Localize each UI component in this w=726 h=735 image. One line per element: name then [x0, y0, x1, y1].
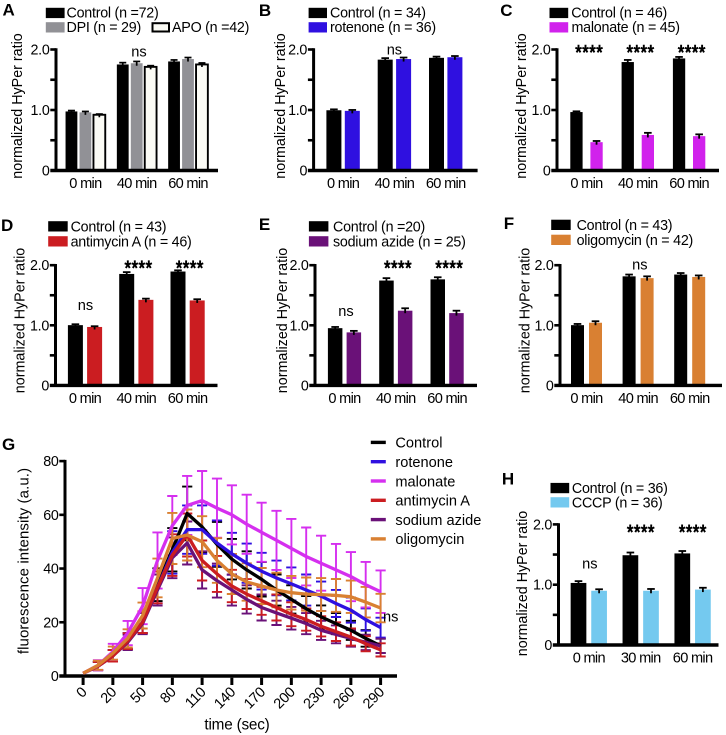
svg-text:60 min: 60 min	[168, 176, 208, 192]
svg-text:40 min: 40 min	[618, 391, 658, 407]
svg-text:2.0: 2.0	[31, 43, 50, 59]
svg-text:ns: ns	[78, 298, 93, 314]
svg-text:DPI (n = 29): DPI (n = 29)	[67, 20, 141, 36]
svg-text:0: 0	[543, 164, 551, 180]
svg-text:Control (n =72): Control (n =72)	[67, 6, 159, 22]
svg-text:rotenone: rotenone	[395, 455, 453, 471]
svg-text:0: 0	[42, 164, 50, 180]
svg-text:30 min: 30 min	[621, 651, 661, 667]
svg-text:1.0: 1.0	[533, 578, 552, 594]
svg-text:normalized HyPer ratio: normalized HyPer ratio	[275, 248, 291, 393]
svg-text:E: E	[259, 215, 270, 234]
svg-text:Control (n = 43): Control (n = 43)	[577, 218, 673, 234]
svg-text:1.0: 1.0	[31, 103, 50, 119]
svg-text:ns: ns	[383, 610, 398, 626]
svg-text:40 min: 40 min	[116, 391, 156, 407]
svg-text:2.0: 2.0	[290, 258, 309, 274]
svg-text:0 min: 0 min	[570, 176, 603, 192]
svg-text:F: F	[504, 214, 514, 233]
svg-text:2.0: 2.0	[30, 258, 49, 274]
svg-text:60 min: 60 min	[168, 391, 208, 407]
svg-text:0: 0	[546, 378, 554, 394]
svg-text:0 min: 0 min	[327, 176, 360, 192]
svg-text:1.0: 1.0	[290, 318, 309, 334]
svg-text:60 min: 60 min	[427, 391, 467, 407]
svg-text:D: D	[1, 216, 13, 235]
svg-text:ns: ns	[131, 45, 146, 61]
svg-text:0: 0	[41, 378, 49, 394]
svg-text:60 min: 60 min	[669, 176, 709, 192]
svg-text:APO (n =42): APO (n =42)	[172, 20, 249, 36]
svg-text:0 min: 0 min	[328, 391, 361, 407]
svg-text:oligomycin: oligomycin	[395, 532, 464, 548]
svg-text:ns: ns	[632, 258, 647, 274]
svg-text:60 min: 60 min	[426, 176, 466, 192]
svg-text:40: 40	[43, 562, 59, 578]
svg-text:1.0: 1.0	[288, 103, 307, 119]
svg-text:0: 0	[299, 164, 307, 180]
svg-text:A: A	[3, 1, 15, 20]
svg-text:Control (n =20): Control (n =20)	[333, 219, 425, 235]
svg-text:2.0: 2.0	[532, 43, 551, 59]
svg-text:0: 0	[544, 638, 552, 654]
svg-text:B: B	[259, 1, 271, 20]
svg-text:0 min: 0 min	[69, 176, 102, 192]
svg-text:G: G	[2, 435, 15, 454]
svg-text:Control (n = 46): Control (n = 46)	[571, 6, 667, 22]
svg-text:Control (n = 43): Control (n = 43)	[71, 219, 167, 235]
svg-text:40 min: 40 min	[618, 176, 658, 192]
svg-text:antimycin A (n = 46): antimycin A (n = 46)	[71, 234, 192, 250]
svg-text:malonate: malonate	[395, 474, 455, 490]
svg-text:ns: ns	[582, 557, 597, 573]
svg-text:ns: ns	[387, 43, 402, 59]
svg-text:normalized HyPer ratio: normalized HyPer ratio	[273, 33, 289, 178]
svg-text:60: 60	[43, 508, 59, 524]
svg-text:sodium azide: sodium azide	[395, 513, 481, 529]
svg-text:1.0: 1.0	[532, 103, 551, 119]
svg-text:H: H	[502, 470, 514, 489]
svg-text:normalized HyPer ratio: normalized HyPer ratio	[518, 248, 534, 393]
svg-text:0 min: 0 min	[570, 391, 603, 407]
svg-text:80: 80	[43, 454, 59, 470]
svg-text:antimycin A: antimycin A	[395, 494, 470, 510]
svg-text:ns: ns	[338, 304, 353, 320]
svg-text:Control: Control	[395, 436, 442, 452]
svg-text:60 min: 60 min	[670, 391, 710, 407]
svg-text:40 min: 40 min	[376, 391, 416, 407]
svg-text:normalized HyPer ratio: normalized HyPer ratio	[515, 511, 531, 656]
svg-text:fluorescence intensity (a.u.): fluorescence intensity (a.u.)	[15, 468, 32, 654]
svg-text:time (sec): time (sec)	[204, 717, 269, 734]
svg-text:C: C	[500, 1, 512, 20]
svg-text:sodium azide (n = 25): sodium azide (n = 25)	[333, 234, 466, 250]
svg-text:0: 0	[51, 669, 59, 685]
svg-text:oligomycin (n = 42): oligomycin (n = 42)	[577, 233, 693, 249]
svg-text:CCCP (n = 36): CCCP (n = 36)	[572, 495, 663, 511]
svg-text:2.0: 2.0	[288, 43, 307, 59]
svg-text:Control (n = 34): Control (n = 34)	[330, 6, 426, 22]
svg-text:20: 20	[43, 615, 59, 631]
svg-text:40 min: 40 min	[117, 176, 157, 192]
svg-text:0 min: 0 min	[573, 651, 606, 667]
svg-text:0 min: 0 min	[69, 391, 102, 407]
svg-text:40 min: 40 min	[375, 176, 415, 192]
svg-text:Control (n = 36): Control (n = 36)	[572, 481, 668, 497]
svg-text:60 min: 60 min	[673, 651, 713, 667]
svg-text:1.0: 1.0	[30, 318, 49, 334]
svg-text:normalized HyPer ratio: normalized HyPer ratio	[13, 248, 29, 393]
svg-text:0: 0	[301, 378, 309, 394]
svg-text:normalized HyPer ratio: normalized HyPer ratio	[514, 33, 530, 178]
svg-text:malonate (n = 45): malonate (n = 45)	[572, 20, 680, 36]
svg-text:rotenone (n = 36): rotenone (n = 36)	[330, 20, 436, 36]
svg-text:2.0: 2.0	[535, 258, 554, 274]
svg-text:normalized HyPer ratio: normalized HyPer ratio	[10, 33, 26, 178]
svg-text:2.0: 2.0	[533, 517, 552, 533]
svg-text:1.0: 1.0	[535, 318, 554, 334]
